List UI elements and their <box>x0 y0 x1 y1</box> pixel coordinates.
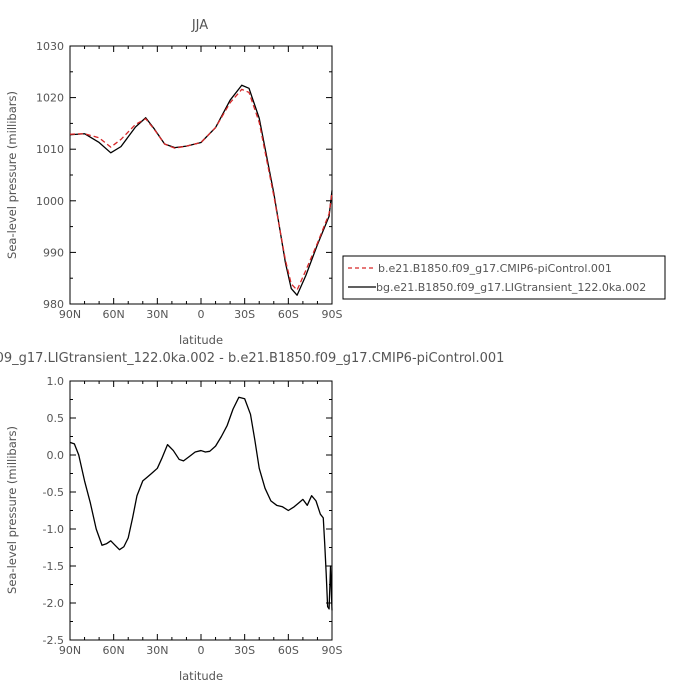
0-y-tick-label: 990 <box>43 246 64 259</box>
top-plot-frame <box>69 45 333 305</box>
0-x-tick-label: 30S <box>234 308 255 321</box>
1-x-tick-label: 90N <box>59 644 81 657</box>
1-y-tick-label: -2.0 <box>43 597 64 610</box>
1-y-tick-label: 0.0 <box>47 449 65 462</box>
legend-label-picontrol: b.e21.B1850.f09_g17.CMIP6-piControl.001 <box>378 262 612 275</box>
1-x-tick-label: 60S <box>278 644 299 657</box>
top-y-axis-label: Sea-level pressure (millibars) <box>5 91 19 259</box>
1-x-tick-label: 60N <box>103 644 125 657</box>
0-x-tick-label: 60S <box>278 308 299 321</box>
bottom-y-axis-label: Sea-level pressure (millibars) <box>5 426 19 594</box>
0-y-tick-label: 1020 <box>36 92 64 105</box>
1-x-tick-label: 0 <box>198 644 205 657</box>
top-series-lines <box>69 84 333 296</box>
0-y-tick-label: 1030 <box>36 40 64 53</box>
top-chart-title: JJA <box>191 18 208 33</box>
1-y-tick-label: -2.5 <box>43 634 64 647</box>
1-y-tick-label: 0.5 <box>47 412 65 425</box>
1-y-tick-label: -1.0 <box>43 523 64 536</box>
bottom-chart-title: bg.e21.B1850.f09_g17.LIGtransient_122.0k… <box>0 351 504 366</box>
bottom-plot-frame <box>69 380 333 641</box>
bottom-series-lines <box>69 396 333 611</box>
1-x-tick-label: 30N <box>146 644 168 657</box>
0-y-tick-label: 1000 <box>36 195 64 208</box>
1-y-tick-label: 1.0 <box>47 375 65 388</box>
0-x-tick-label: 90S <box>322 308 343 321</box>
top-panel: JJA 90N 60N 30N 0 30S 60S 90S 980 990 1000 1010 102… <box>5 18 666 347</box>
bottom-panel: bg.e21.B1850.f09_g17.LIGtransient_122.0k… <box>0 351 504 683</box>
1-x-tick-label: 30S <box>234 644 255 657</box>
0-y-tick-label: 1010 <box>36 143 64 156</box>
legend-label-ligtransient: bg.e21.B1850.f09_g17.LIGtransient_122.0k… <box>376 281 646 294</box>
top-x-axis-label: latitude <box>179 333 223 347</box>
bottom-axis-ticks: 90N 60N 30N 0 30S 60S 90S -2.5 -2.0 -1.5 -1.0 -0.5 0… <box>43 375 343 657</box>
1-series-line-0 <box>69 396 333 611</box>
0-x-tick-label: 90N <box>59 308 81 321</box>
1-y-tick-label: -0.5 <box>43 486 64 499</box>
0-x-tick-label: 60N <box>103 308 125 321</box>
0-series-line-0 <box>69 88 333 291</box>
0-y-tick-label: 980 <box>43 298 64 311</box>
top-axis-ticks: 90N 60N 30N 0 30S 60S 90S 980 990 1000 1010 1020 103… <box>36 40 343 321</box>
bottom-x-axis-label: latitude <box>179 669 223 683</box>
1-y-tick-label: -1.5 <box>43 560 64 573</box>
0-x-tick-label: 30N <box>146 308 168 321</box>
0-x-tick-label: 0 <box>198 308 205 321</box>
legend: b.e21.B1850.f09_g17.CMIP6-piControl.001 … <box>342 255 666 300</box>
legend-box <box>342 255 666 300</box>
1-x-tick-label: 90S <box>322 644 343 657</box>
0-series-line-1 <box>69 84 333 296</box>
